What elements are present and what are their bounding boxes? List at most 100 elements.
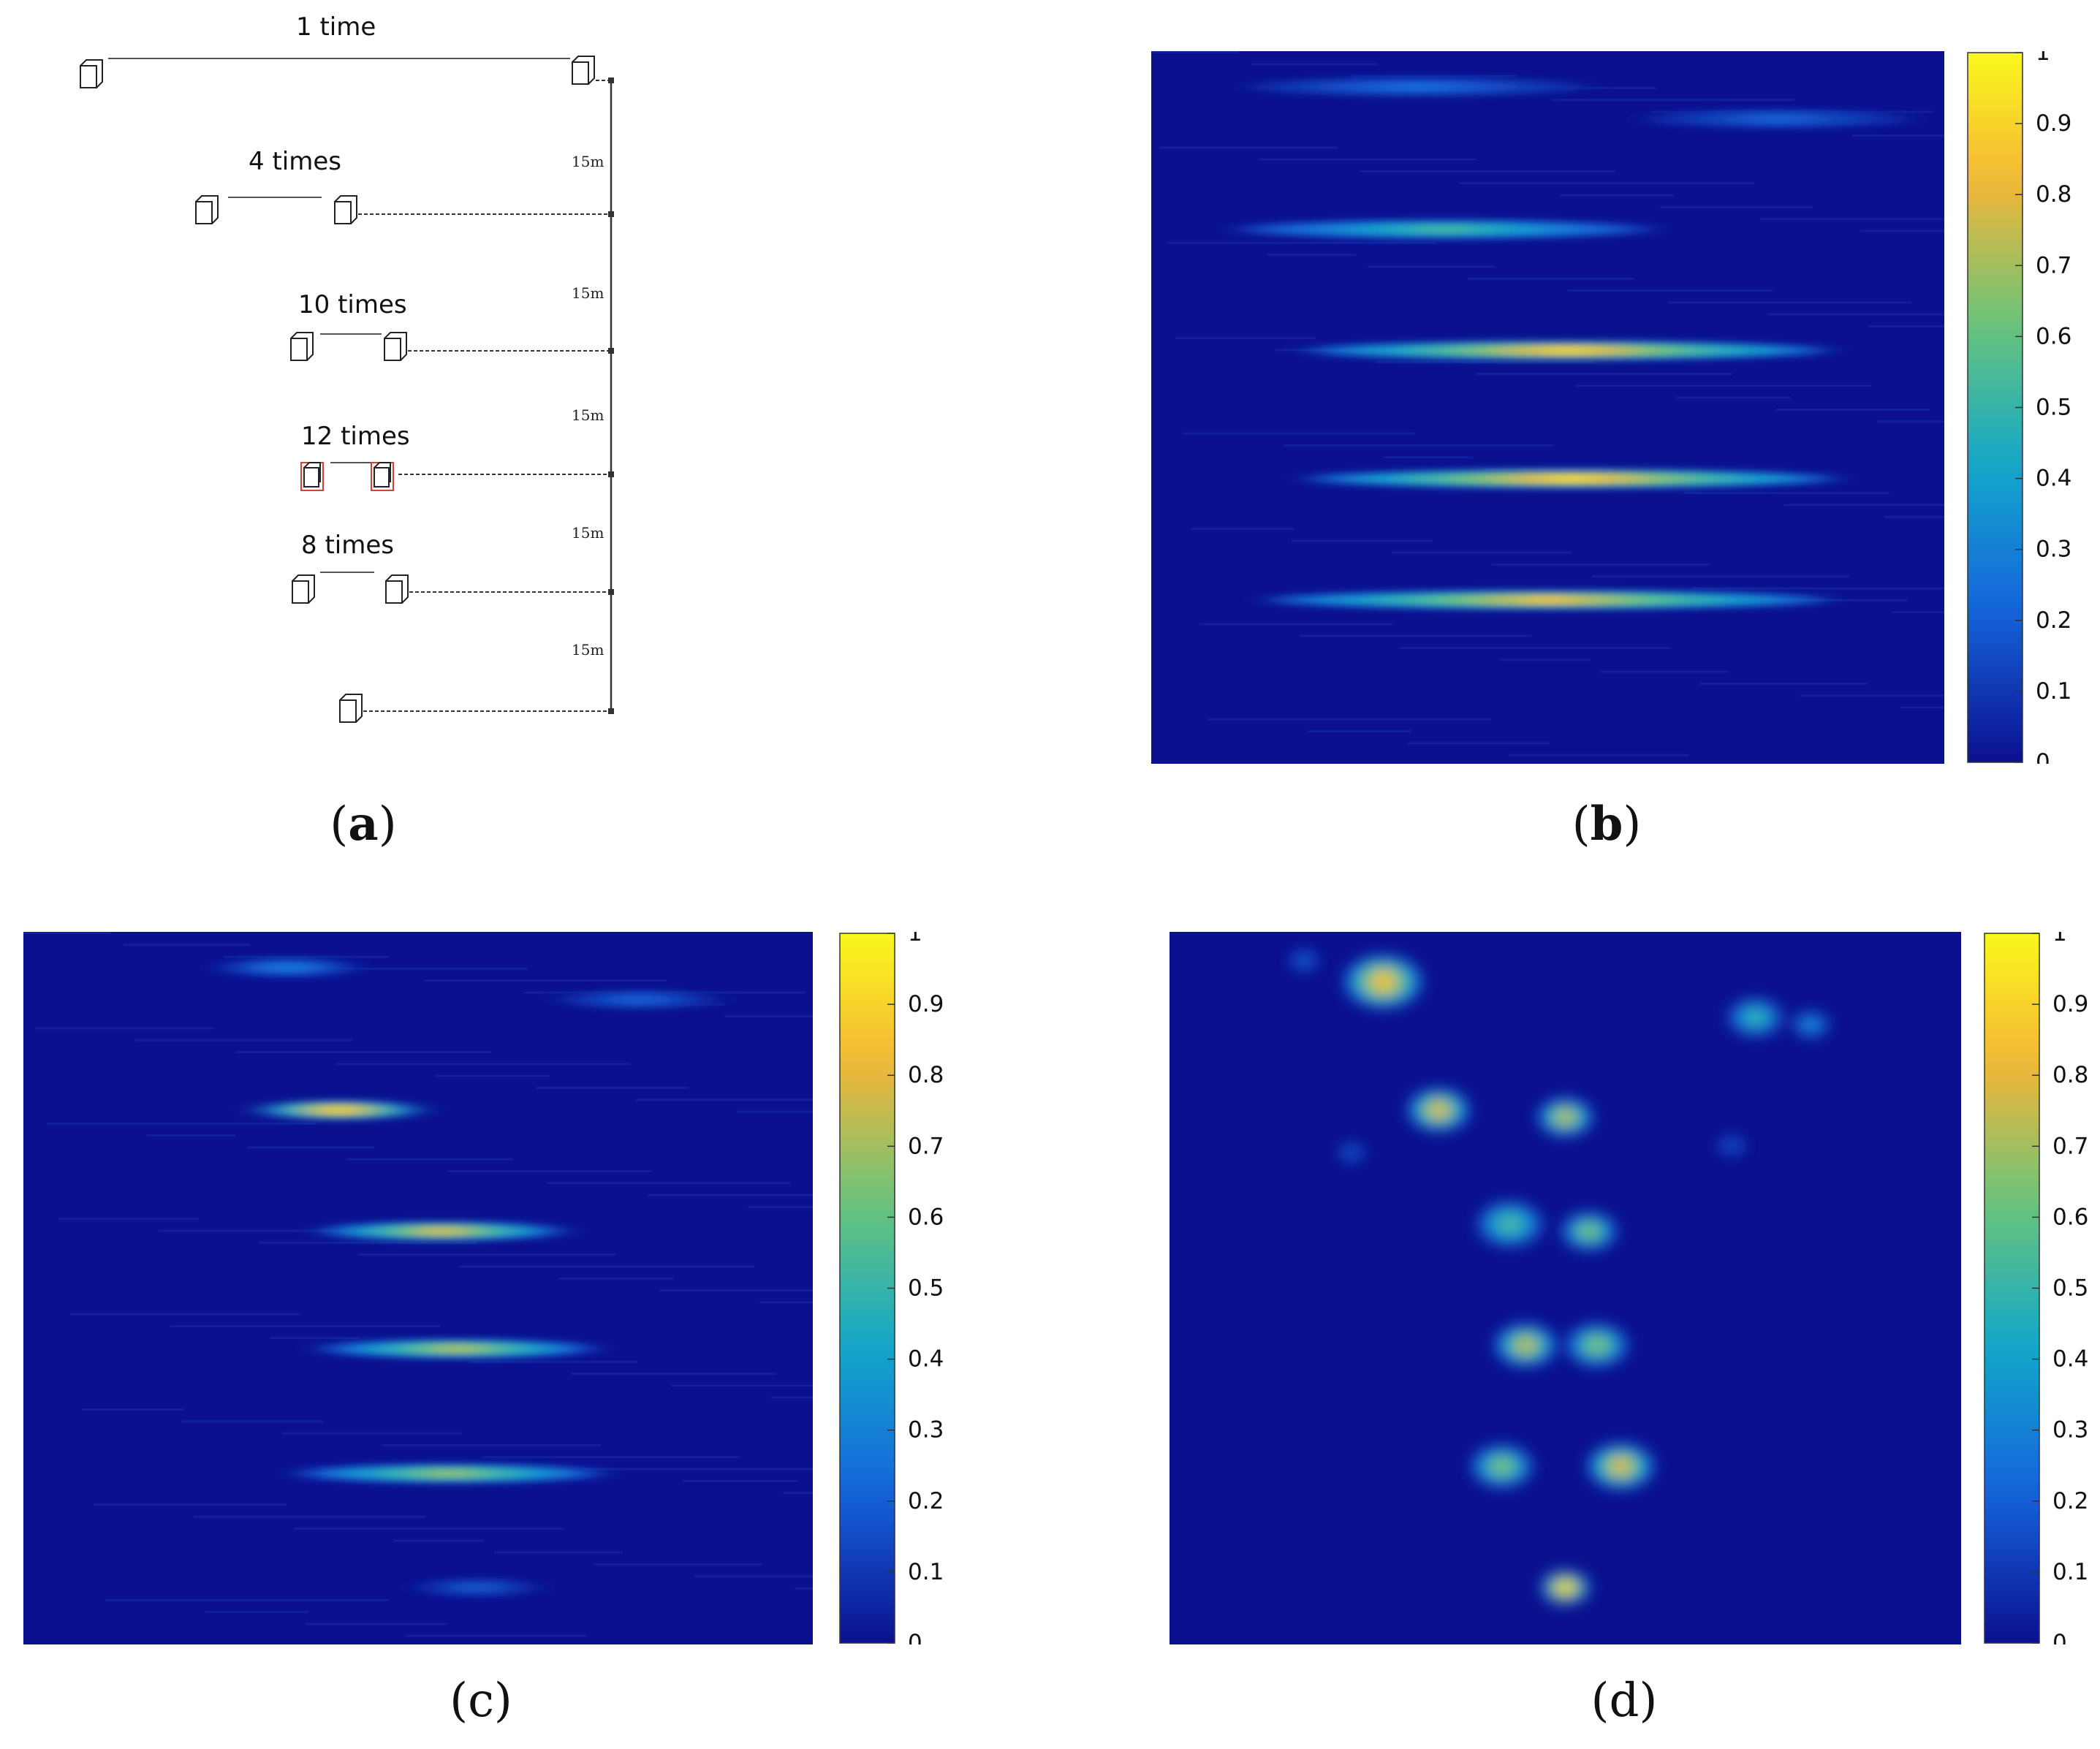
heatmap-band [444,1345,471,1353]
heatmap-band [1520,596,1576,604]
colorbar-gradient [839,933,895,1644]
colorbar-tick-label: 0.4 [2036,466,2071,492]
heatmap-blob [1588,1337,1606,1354]
colorbar-tick-label: 0.9 [908,991,944,1017]
heatmap-blob [1558,1581,1573,1594]
colorbar-tick-label: 0.4 [908,1346,944,1373]
transceiver-box-icon [80,59,103,88]
heatmap-blob [1500,1215,1520,1233]
colorbar-tick-label: 0.4 [2052,1346,2088,1373]
heatmap-blob [1299,956,1309,965]
colorbar-tick-label: 0.8 [908,1062,944,1088]
colorbar-tick-label: 0.3 [2036,536,2071,563]
heatmap-blob [1557,1110,1574,1124]
colorbar-tick-label: 0.6 [908,1204,944,1230]
colorbar-tick-label: 0 [2036,749,2050,764]
caption-a: (a) [330,797,397,851]
panel-c-heatmap [23,932,1054,1647]
colorbar-tick-label: 0.6 [2052,1204,2088,1230]
transceiver-box-icon [339,694,363,723]
heatmap-d-svg [1170,932,1961,1644]
heatmap-blob [1747,1010,1764,1025]
label-8-times: 8 times [301,531,394,560]
heatmap-band [1424,225,1466,233]
colorbar-tick-label: 0 [908,1630,922,1644]
heatmap-band [631,995,648,1004]
transceiver-box-icon [374,462,391,487]
colorbar-tick-label: 0.3 [908,1417,944,1443]
heatmap-blob [1493,1458,1511,1474]
colorbar-tick-label: 0.9 [2036,110,2071,137]
colorbar-tick-label: 0.8 [2052,1062,2088,1088]
colorbar-tick-label: 1 [2052,932,2067,946]
panel-b-heatmap [1151,51,2100,767]
colorbar-tick-label: 0.7 [908,1133,944,1159]
heatmap-band [1400,83,1434,91]
heatmap-blob [1430,1102,1448,1118]
colorbar-tick-label: 0.5 [908,1275,944,1302]
colorbar-tick-label: 0.2 [908,1488,944,1514]
colorbar-tick-label: 0.2 [2052,1488,2088,1514]
colorbar-b-svg: 0 0.1 0.2 0.3 0.4 0.5 0.6 0.7 0.8 0.9 1 [1967,39,2071,775]
heatmap-band [434,1470,465,1477]
heatmap-band [471,1584,484,1591]
transceiver-box-icon [334,195,357,224]
spacing-label: 15m [572,406,604,424]
panel-d-heatmap [1170,932,1961,1647]
heatmap-band [1542,346,1593,354]
heatmap-blob [1372,971,1395,992]
colorbar-tick-label: 0.1 [2052,1559,2088,1585]
panel-a-diagram: 1 time 4 times 10 times 12 times 8 times [44,0,702,767]
label-1-time: 1 time [296,12,376,42]
caption-c: (c) [450,1674,512,1728]
transceiver-box-icon [572,56,595,85]
transceiver-box-icon [292,574,315,604]
colorbar-b: 0 0.1 0.2 0.3 0.4 0.5 0.6 0.7 0.8 0.9 1 [1966,39,2098,775]
colorbar-c-svg: 0 0.1 0.2 0.3 0.4 0.5 0.6 0.7 0.8 0.9 1 [839,920,944,1656]
heatmap-c-svg [23,932,1054,1644]
caption-b: (b) [1572,797,1642,851]
colorbar-tick-label: 0.5 [2052,1275,2088,1302]
colorbar-tick-label: 0.1 [2036,678,2071,705]
heatmap-band [331,1106,347,1114]
heatmap-band [430,1227,454,1235]
heatmap-b-svg [1151,51,2100,764]
heatmap-blob [1611,1457,1631,1475]
colorbar-tick-label: 0.1 [908,1559,944,1585]
colorbar-gradient [1967,52,2023,763]
label-10-times: 10 times [298,290,407,319]
heatmap-band [281,963,295,971]
spacing-label: 15m [572,153,604,170]
label-12-times: 12 times [301,422,410,451]
spacing-label: 15m [572,284,604,302]
colorbar-d-svg: 0 0.1 0.2 0.3 0.4 0.5 0.6 0.7 0.8 0.9 1 [1984,920,2088,1656]
transceiver-box-icon [195,195,219,224]
colorbar-gradient [1984,933,2040,1644]
colorbar-tick-label: 0.9 [2052,991,2088,1017]
spacing-label: 15m [572,641,604,659]
colorbar-c: 0 0.1 0.2 0.3 0.4 0.5 0.6 0.7 0.8 0.9 1 [838,920,970,1656]
transceiver-box-icon [303,462,321,487]
heatmap-blob [1726,1141,1737,1150]
colorbar-tick-label: 0.5 [2036,395,2071,421]
transceiver-box-icon [384,332,407,361]
heatmap-band [1545,475,1598,482]
heatmap-blob [1581,1224,1597,1238]
colorbar-d: 0 0.1 0.2 0.3 0.4 0.5 0.6 0.7 0.8 0.9 1 [1983,920,2100,1656]
colorbar-tick-label: 1 [2036,51,2050,66]
spacing-label: 15m [572,524,604,542]
heatmap-blob [1517,1337,1535,1354]
colorbar-tick-label: 0.7 [2036,252,2071,278]
colorbar-tick-label: 0 [2052,1630,2067,1644]
label-4-times: 4 times [249,147,341,176]
colorbar-tick-label: 0.6 [2036,323,2071,349]
heatmap-blob [1805,1019,1817,1030]
diagram-svg: 1 time 4 times 10 times 12 times 8 times [80,12,614,723]
colorbar-tick-label: 0.2 [2036,607,2071,634]
caption-d: (d) [1591,1674,1658,1728]
colorbar-tick-label: 0.3 [2052,1417,2088,1443]
colorbar-tick-label: 0.7 [2052,1133,2088,1159]
heatmap-band [1764,115,1792,123]
heatmap-blob [1347,1148,1357,1157]
transceiver-box-icon [290,332,314,361]
